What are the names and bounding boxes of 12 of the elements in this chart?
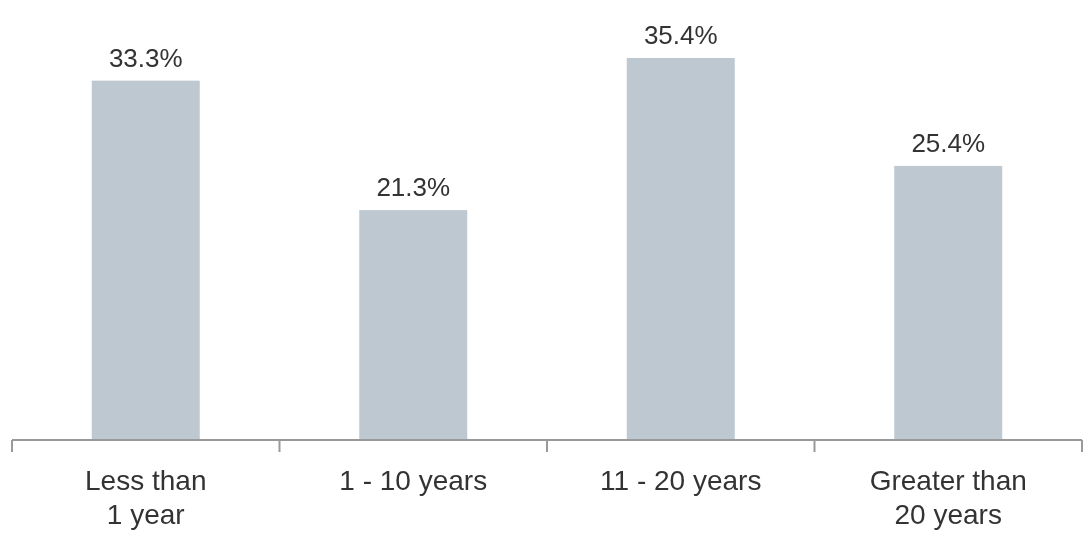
x-tick-label: Greater than 20 years [869, 465, 1027, 530]
bar [91, 80, 200, 440]
bar [359, 210, 468, 440]
data-label: 33.3% [108, 42, 183, 73]
data-label: 35.4% [643, 20, 718, 50]
x-tick-label: 11 - 20 years [600, 465, 762, 496]
bar [626, 58, 735, 440]
x-tick-label: 1 - 10 years [339, 465, 488, 496]
data-label: 25.4% [911, 127, 986, 158]
data-label: 21.3% [376, 172, 451, 203]
x-tick-label: Less than 1 year [85, 465, 207, 530]
bar [894, 165, 1003, 440]
